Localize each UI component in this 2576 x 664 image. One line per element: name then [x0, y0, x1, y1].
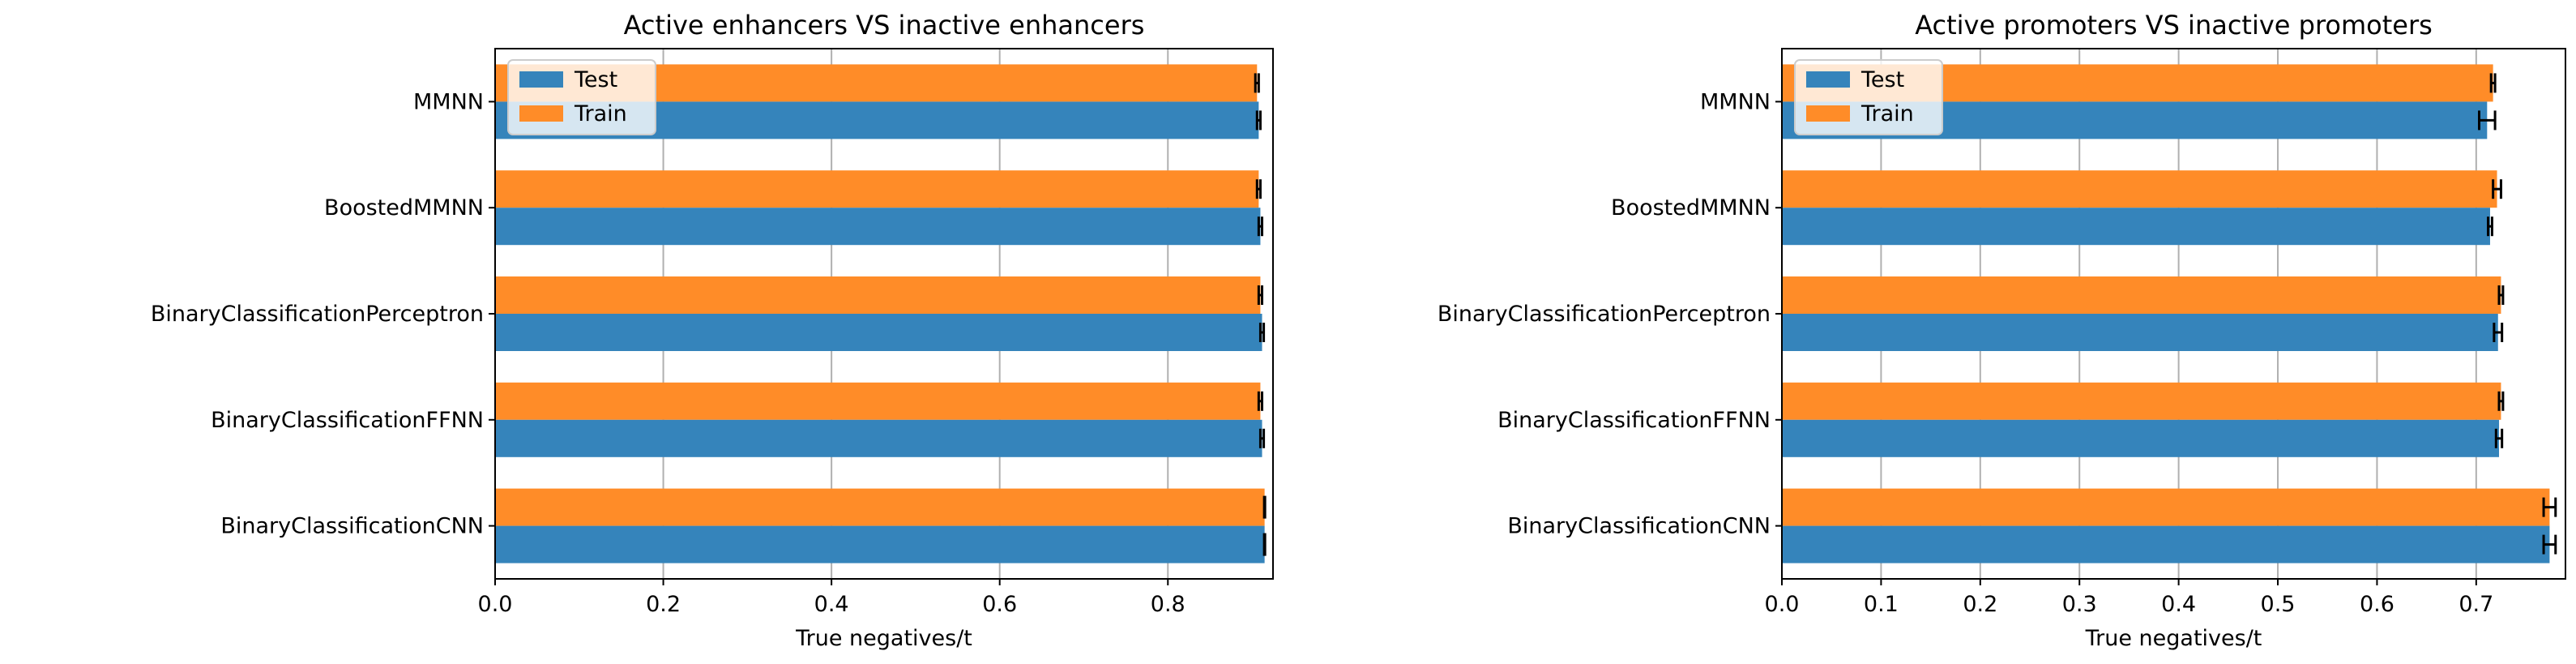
legend-label-train: Train [574, 101, 627, 126]
x-tick-label: 0.4 [2161, 592, 2196, 617]
legend-label-train: Train [1860, 101, 1914, 126]
bar-train [1782, 382, 2501, 420]
x-tick-label: 0.4 [814, 592, 849, 617]
x-tick-label: 0.2 [1963, 592, 1997, 617]
y-tick-label: BinaryClassificationCNN [220, 514, 484, 539]
legend-swatch-train [519, 105, 563, 122]
bar-test [495, 419, 1262, 457]
bar-test [495, 525, 1265, 563]
x-tick-label: 0.6 [2360, 592, 2394, 617]
bar-test [1782, 525, 2550, 563]
x-tick-label: 0.2 [646, 592, 681, 617]
x-tick-label: 0.5 [2261, 592, 2296, 617]
x-tick-label: 0.0 [1765, 592, 1800, 617]
x-tick-label: 0.8 [1151, 592, 1185, 617]
y-tick-label: BinaryClassificationCNN [1507, 514, 1771, 539]
x-tick-label: 0.1 [1864, 592, 1899, 617]
legend-swatch-train [1806, 105, 1850, 122]
chart-title: Active promoters VS inactive promoters [1915, 10, 2433, 41]
bar-test [1782, 419, 2499, 457]
axes-frame [494, 48, 1274, 580]
chart-title: Active enhancers VS inactive enhancers [624, 10, 1145, 41]
axes-frame [1781, 48, 2566, 580]
y-tick-label: BinaryClassificationPerceptron [1438, 302, 1771, 327]
bar-test [1782, 314, 2498, 351]
bar-train [1782, 170, 2497, 208]
legend-label-test: Test [1860, 67, 1904, 92]
bar-test [1782, 208, 2490, 246]
bar-train [1782, 276, 2501, 314]
bar-train [1782, 488, 2550, 526]
bar-test [495, 208, 1261, 246]
x-axis-label: True negatives/t [2085, 626, 2262, 651]
y-tick-label: BinaryClassificationPerceptron [151, 302, 484, 327]
y-tick-label: BoostedMMNN [324, 195, 484, 221]
bar-train [495, 382, 1261, 420]
y-tick-label: BinaryClassificationFFNN [1497, 408, 1771, 433]
x-tick-label: 0.0 [478, 592, 513, 617]
chart-panel-promoters: MMNN BoostedMMNN BinaryClassificationPerce… [1438, 10, 2566, 651]
x-tick-label: 0.3 [2062, 592, 2097, 617]
chart-panel-enhancers: MMNN BoostedMMNN BinaryClassificationPerce… [151, 10, 1274, 651]
x-tick-label: 0.7 [2459, 592, 2493, 617]
bar-train [495, 170, 1259, 208]
y-tick-label: MMNN [413, 89, 484, 114]
legend-swatch-test [519, 71, 563, 88]
bar-train [495, 276, 1261, 314]
x-axis-label: True negatives/t [795, 626, 972, 651]
y-tick-label: MMNN [1700, 89, 1771, 114]
legend-swatch-test [1806, 71, 1850, 88]
x-tick-label: 0.6 [982, 592, 1017, 617]
bar-test [495, 314, 1262, 351]
bar-train [495, 488, 1265, 526]
legend-label-test: Test [574, 67, 617, 92]
y-tick-label: BinaryClassificationFFNN [211, 408, 484, 433]
y-tick-label: BoostedMMNN [1611, 195, 1771, 221]
